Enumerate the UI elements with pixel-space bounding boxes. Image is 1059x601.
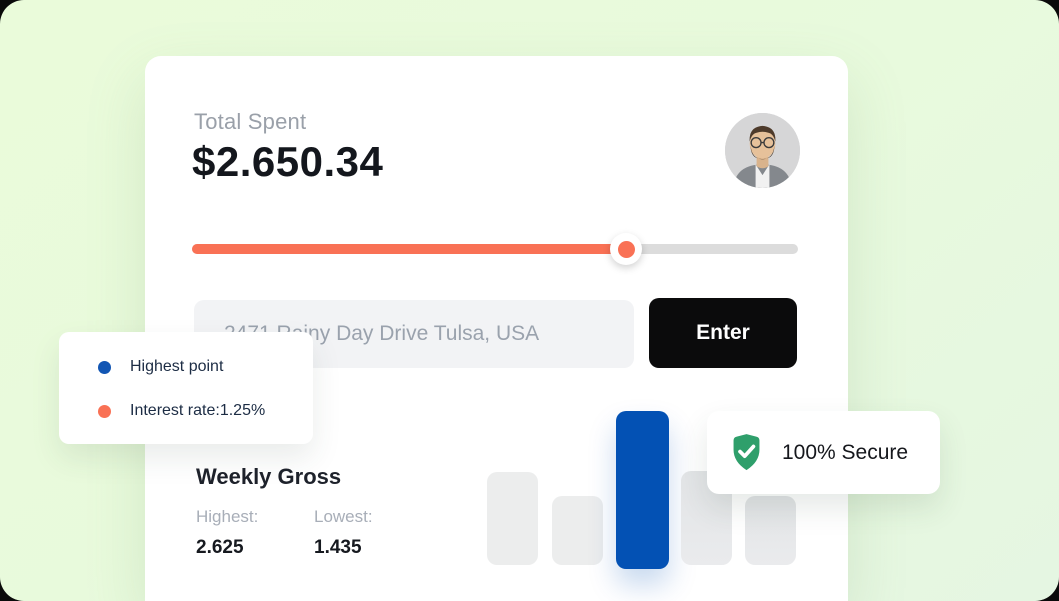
lowest-value: 1.435 <box>314 537 362 558</box>
enter-button[interactable]: Enter <box>649 298 797 368</box>
legend-list: Highest point Interest rate:1.25% <box>98 352 313 426</box>
chart-bar-highlighted <box>616 411 669 569</box>
total-spent-amount: $2.650.34 <box>192 138 384 185</box>
legend-item: Interest rate:1.25% <box>98 396 313 426</box>
legend-dot-icon <box>98 360 111 374</box>
avatar-photo-icon <box>725 113 800 188</box>
spend-slider-handle[interactable] <box>610 233 642 265</box>
spend-slider-fill <box>192 244 626 254</box>
legend-card: Highest point Interest rate:1.25% <box>59 332 313 444</box>
chart-bar <box>745 496 796 565</box>
spend-slider-track[interactable] <box>192 233 798 265</box>
highest-value: 2.625 <box>196 537 244 558</box>
legend-item: Highest point <box>98 352 313 382</box>
chart-bar <box>487 472 538 565</box>
chart-bar <box>551 496 603 565</box>
weekly-gross-title: Weekly Gross <box>196 464 342 489</box>
address-input[interactable] <box>194 300 634 368</box>
slider-handle-dot-icon <box>617 240 635 258</box>
legend-dot-icon <box>98 404 111 418</box>
lowest-label: Lowest: <box>314 507 373 526</box>
legend-item-label: Interest rate:1.25% <box>130 402 266 419</box>
secure-badge: 100% Secure <box>707 411 940 494</box>
shield-check-icon <box>733 434 760 471</box>
legend-item-label: Highest point <box>130 358 224 375</box>
dashboard-card: Total Spent $2.650.34 Enter <box>145 56 848 601</box>
total-spent-label: Total Spent <box>194 109 307 134</box>
highest-label: Highest: <box>196 507 259 526</box>
secure-badge-label: 100% Secure <box>782 440 909 464</box>
avatar[interactable] <box>725 113 800 188</box>
